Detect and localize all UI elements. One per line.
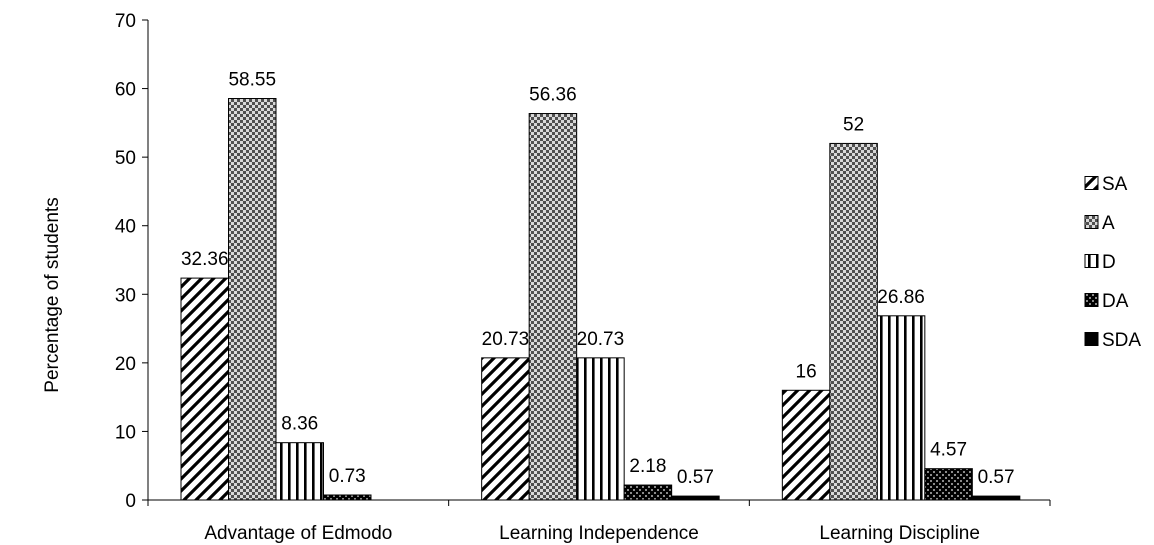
data-label: 58.55 [228, 70, 276, 91]
data-label: 8.36 [281, 414, 318, 435]
bar-a [528, 113, 578, 501]
bar-d [275, 442, 324, 501]
y-tick-label: 60 [115, 80, 136, 101]
data-label: 0.57 [978, 467, 1015, 488]
data-label: 0.73 [329, 466, 366, 487]
bar-da [924, 468, 973, 501]
data-label: 26.86 [877, 287, 925, 308]
legend-label: D [1102, 252, 1116, 273]
x-category-label: Learning Independence [499, 523, 699, 544]
legend-label: SDA [1102, 330, 1141, 351]
bar-sa [481, 357, 530, 501]
data-label: 20.73 [577, 329, 625, 350]
bars [180, 98, 1021, 501]
bar-sda [671, 495, 720, 501]
bar-d [576, 357, 625, 501]
y-tick-label: 40 [115, 217, 136, 238]
axes: 0 10 20 30 40 50 60 70 Advantage of Edmodo Learni… [115, 11, 1051, 544]
legend-label: A [1102, 213, 1115, 234]
bar-da [623, 484, 673, 501]
data-label: 56.36 [529, 85, 577, 106]
y-tick-label: 0 [125, 491, 136, 512]
y-tick-label: 50 [115, 148, 136, 169]
legend: SA AD DA SDA [1084, 174, 1141, 351]
y-tick-label: 30 [115, 285, 136, 306]
legend-swatch-da [1084, 293, 1099, 307]
legend-swatch-sda [1084, 332, 1099, 346]
bar-sda [971, 495, 1021, 501]
bar-da [323, 494, 372, 501]
y-axis-title: Percentage of students [42, 197, 63, 392]
y-tick-label: 20 [115, 354, 136, 375]
data-label: 16 [796, 361, 817, 382]
bar-a [829, 142, 878, 501]
data-label: 0.57 [677, 467, 714, 488]
legend-swatch-a [1084, 215, 1099, 229]
data-label: 52 [843, 114, 864, 135]
bar-sa [781, 389, 831, 501]
data-label: 32.36 [181, 249, 229, 270]
data-label: 20.73 [482, 329, 530, 350]
legend-label: SA [1102, 174, 1128, 195]
data-labels: 32.36 58.55 8.36 0.73 20.73 56.36 20.73 2.18 0.5… [181, 70, 1015, 489]
bar-a [228, 98, 277, 501]
bar-sa [180, 277, 229, 501]
x-category-label: Advantage of Edmodo [204, 523, 392, 544]
bar-d [876, 315, 926, 501]
data-label: 2.18 [629, 456, 666, 477]
data-label: 4.57 [930, 440, 967, 461]
y-tick-label: 70 [115, 11, 136, 32]
legend-swatch-sa [1084, 176, 1099, 190]
legend-swatch-d [1084, 254, 1099, 268]
y-tick-label: 10 [115, 422, 136, 443]
x-category-label: Learning Discipline [819, 523, 980, 544]
legend-label: DA [1102, 291, 1129, 312]
